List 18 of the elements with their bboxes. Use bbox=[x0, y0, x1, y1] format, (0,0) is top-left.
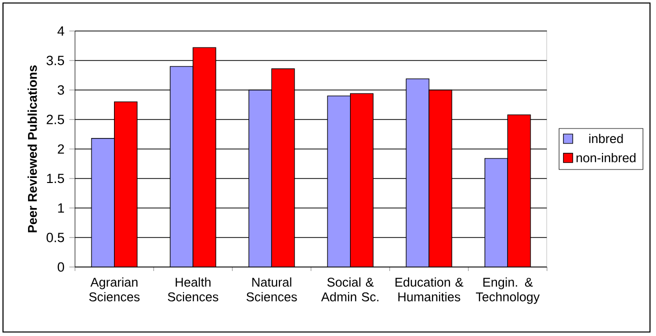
x-tick-label: Health Sciences bbox=[168, 277, 218, 302]
y-tick-label: 1 bbox=[58, 203, 64, 213]
y-tick-label: 3 bbox=[58, 85, 64, 95]
x-tick-label: Education & Humanities bbox=[396, 277, 464, 302]
y-tick-label: 2.5 bbox=[46, 114, 64, 124]
y-tick-label: 0.5 bbox=[46, 232, 64, 242]
y-tick-label: 3.5 bbox=[46, 56, 64, 66]
y-tick-label: 0 bbox=[58, 262, 64, 272]
legend-label: inbred bbox=[589, 134, 623, 144]
y-tick-label: 2 bbox=[58, 144, 64, 154]
y-tick-label: 1.5 bbox=[47, 174, 64, 184]
x-tick-label: Engin. & Technology bbox=[476, 277, 540, 304]
x-tick-label: Natural Sciences bbox=[246, 277, 297, 302]
x-tick-label: Social & Admin Sc. bbox=[321, 277, 378, 302]
y-tick-label: 4 bbox=[58, 26, 64, 36]
y-axis-title: Peer Reviewed Publications bbox=[28, 65, 37, 232]
legend-label: non-inbred bbox=[576, 153, 636, 162]
x-tick-label: Agrarian Sciences bbox=[89, 277, 140, 302]
